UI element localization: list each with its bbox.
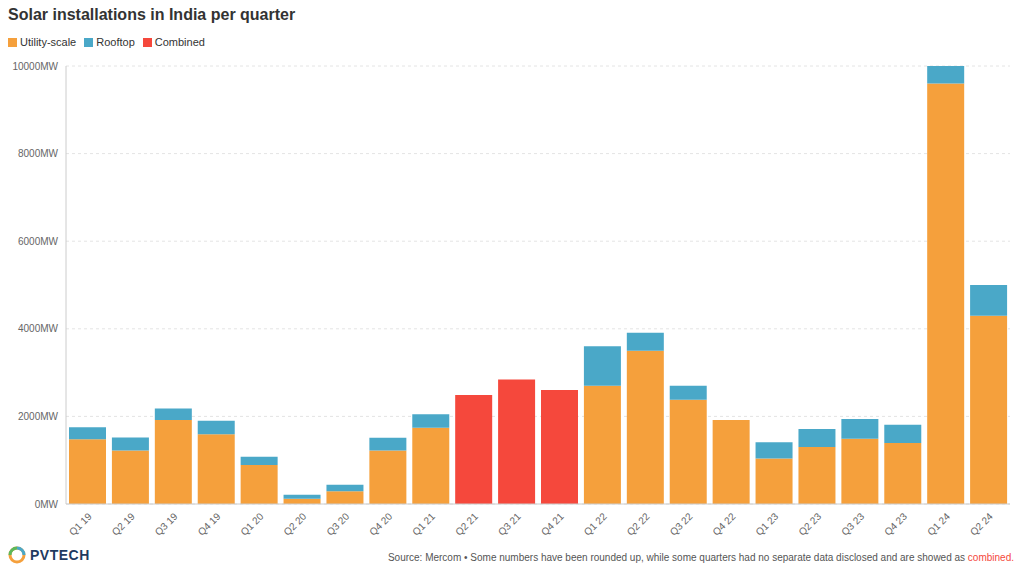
svg-text:Q2 24: Q2 24 bbox=[968, 510, 995, 537]
svg-text:Q4 22: Q4 22 bbox=[710, 510, 737, 537]
svg-text:0MW: 0MW bbox=[35, 499, 59, 510]
svg-text:10000MW: 10000MW bbox=[12, 61, 58, 72]
html-text:Utility-scale: Utility-scale bbox=[20, 36, 77, 48]
svg-text:Q1 22: Q1 22 bbox=[582, 510, 609, 537]
svg-text:6000MW: 6000MW bbox=[18, 236, 59, 247]
svg-text:Q1 24: Q1 24 bbox=[925, 510, 952, 537]
svg-text:Q3 20: Q3 20 bbox=[324, 510, 351, 537]
html-text:Solar installations in India p: Solar installations in India per quarter bbox=[8, 6, 296, 23]
svg-text:4000MW: 4000MW bbox=[18, 323, 59, 334]
svg-text:Q4 21: Q4 21 bbox=[539, 510, 566, 537]
svg-text:Q1 23: Q1 23 bbox=[753, 510, 780, 537]
svg-text:Q4 19: Q4 19 bbox=[196, 510, 223, 537]
html-text:Combined: Combined bbox=[154, 36, 205, 48]
svg-text:Q2 21: Q2 21 bbox=[453, 510, 480, 537]
svg-text:Q4 23: Q4 23 bbox=[882, 510, 909, 537]
svg-text:Q2 23: Q2 23 bbox=[796, 510, 823, 537]
svg-text:Q3 19: Q3 19 bbox=[153, 510, 180, 537]
svg-text:Q3 21: Q3 21 bbox=[496, 510, 523, 537]
svg-text:2000MW: 2000MW bbox=[18, 411, 59, 422]
html-text:PVTECH: PVTECH bbox=[30, 547, 90, 563]
html-text:Rooftop: Rooftop bbox=[96, 36, 135, 48]
svg-text:Q3 22: Q3 22 bbox=[668, 510, 695, 537]
html-text:Source: Mercom • Some numbers: Source: Mercom • Some numbers have been … bbox=[387, 552, 1014, 563]
svg-text:Q2 20: Q2 20 bbox=[281, 510, 308, 537]
svg-text:Q1 21: Q1 21 bbox=[410, 510, 437, 537]
svg-text:Q2 19: Q2 19 bbox=[110, 510, 137, 537]
svg-text:Q1 20: Q1 20 bbox=[238, 510, 265, 537]
svg-text:Q2 22: Q2 22 bbox=[625, 510, 652, 537]
svg-text:8000MW: 8000MW bbox=[18, 148, 59, 159]
svg-text:Q3 23: Q3 23 bbox=[839, 510, 866, 537]
svg-text:Q4 20: Q4 20 bbox=[367, 510, 394, 537]
svg-text:Q1 19: Q1 19 bbox=[67, 510, 94, 537]
